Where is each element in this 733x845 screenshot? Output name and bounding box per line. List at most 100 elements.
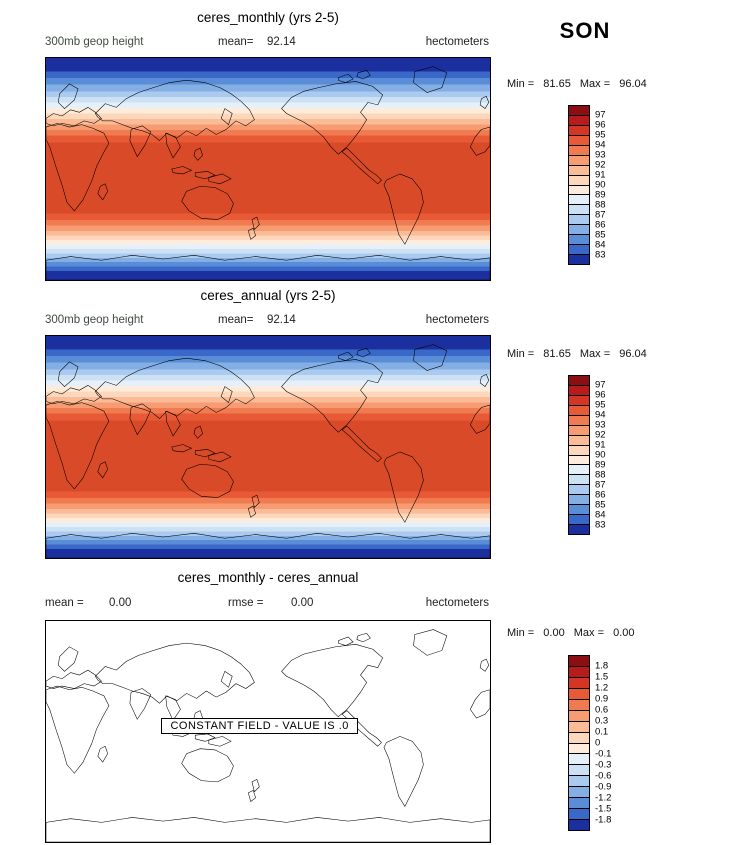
colorbar-tick-label: 87 [595, 479, 606, 491]
coastline-path [252, 217, 259, 229]
colorbar-tick-label: 1.5 [595, 671, 609, 683]
colorbar-tick-label: 96 [595, 119, 606, 131]
coastline-path [46, 107, 102, 126]
coastline-path [470, 405, 490, 433]
colorbar-tick-label: 95 [595, 129, 606, 141]
coastline-path [480, 96, 489, 108]
colorbar-tick-label: 96 [595, 389, 606, 401]
coastline-path [221, 671, 232, 687]
colorbar-tick-label: 86 [595, 219, 606, 231]
colorbar-tick-label: 88 [595, 199, 606, 211]
coastline-path [98, 746, 108, 762]
panel3-rmse-label: rmse = [228, 597, 264, 609]
coastline-path [172, 167, 192, 174]
colorbar-tick-label: 97 [595, 379, 606, 391]
panel1-minmax: Min = 81.65 Max = 96.04 [507, 78, 653, 90]
coastline-path [209, 174, 231, 184]
coastline-path [282, 359, 383, 432]
coastline-path [58, 362, 78, 387]
coastline-path [384, 452, 423, 522]
coastline-path [194, 426, 203, 438]
panel2-min-label: Min = [507, 348, 535, 360]
panel1-max-label: Max = [579, 78, 611, 90]
coastline-path [414, 67, 447, 93]
coastline-path [194, 148, 203, 160]
panel2-min-value: 81.65 [543, 348, 571, 360]
coastline-path [46, 123, 109, 211]
coastline-path [130, 689, 151, 720]
coastline-path [248, 228, 255, 239]
coastline-path [470, 127, 490, 155]
panel1-units: hectometers [425, 36, 489, 48]
panel1-mean-label: mean= [218, 36, 254, 48]
panel2-subheader: 300mb geop height mean= 92.14 hectometer… [45, 314, 491, 328]
ceres-monthly-contour-map [46, 58, 490, 280]
coastline-path [248, 506, 255, 517]
colorbar-tick-label: 0 [595, 737, 601, 749]
contour-fill [46, 336, 490, 558]
panel3-mean-value: 0.00 [109, 597, 132, 609]
colorbar-height-1 [568, 105, 590, 265]
colorbar-tick-label: 92 [595, 159, 606, 171]
colorbar-tick-label: -1.8 [595, 814, 612, 826]
panel2-field-label: 300mb geop height [45, 314, 144, 326]
coastline-path [130, 126, 151, 157]
colorbar-tick-label: 85 [595, 229, 606, 241]
panel2-units: hectometers [425, 314, 489, 326]
coastline-path [282, 644, 383, 716]
colorbar-tick-label: 93 [595, 149, 606, 161]
pan2-max-value: 96.04 [619, 348, 647, 360]
coastline-path [46, 255, 490, 280]
coastline-path [248, 790, 255, 801]
colorbar-diff [568, 655, 590, 831]
panel2-minmax: Min = 81.65 Max = 96.04 [507, 348, 653, 360]
colorbar-tick-label: 84 [595, 509, 606, 521]
colorbar-tick-label: 90 [595, 449, 606, 461]
colorbar-tick-label: 91 [595, 439, 606, 451]
coastline-path [46, 533, 490, 558]
colorbar-cell [568, 254, 590, 265]
colorbar-tick-label: 91 [595, 169, 606, 181]
panel3-max-value: 0.00 [613, 627, 635, 639]
colorbar-cell [568, 819, 590, 831]
coastline-path [342, 148, 381, 184]
colorbar-tick-label: 83 [595, 249, 606, 261]
panel3-units: hectometers [425, 597, 489, 609]
coastline-path [46, 817, 490, 842]
constant-field-note: CONSTANT FIELD - VALUE IS .0 [161, 718, 358, 735]
panel2-max-label: Max = [579, 348, 611, 360]
coastline-path [166, 696, 181, 721]
coastline-path [46, 401, 109, 489]
colorbar-tick-label: -0.6 [595, 770, 612, 782]
colorbar-tick-label: 0.1 [595, 726, 609, 738]
colorbar-diff-labels: 1.8 1.5 1.2 0.9 0.6 0.3 0.1 0 -0.1 -0.3 -0.6 -0.9 -1… [595, 655, 637, 831]
coastline-path [58, 84, 78, 109]
colorbar-tick-label: -1.2 [595, 792, 612, 804]
coastlines [46, 345, 490, 558]
map-ceres-annual [45, 335, 491, 559]
coastline-path [182, 186, 234, 219]
coastline-path [338, 74, 353, 83]
panel1-mean-value: 92.14 [267, 36, 296, 48]
coastlines [46, 67, 490, 280]
panel1-min-label: Min = [507, 78, 535, 90]
colorbar-height-2 [568, 375, 590, 535]
colorbar-tick-label: 1.8 [595, 660, 609, 672]
coastline-path [282, 81, 383, 154]
contour-fill [46, 58, 490, 280]
colorbar-tick-label: 94 [595, 409, 606, 421]
colorbar-tick-label: 84 [595, 239, 606, 251]
coastline-path [46, 670, 102, 688]
coastline-path [98, 462, 108, 478]
panel3-subheader: mean = 0.00 rmse = 0.00 hectometers [45, 597, 491, 611]
coastline-path [384, 174, 423, 244]
colorbar-tick-label: -1.5 [595, 803, 612, 815]
colorbar-tick-label: 90 [595, 179, 606, 191]
coastline-path [342, 426, 381, 462]
panel2-mean-label: mean= [218, 314, 254, 326]
panel1-title: ceres_monthly (yrs 2-5) [197, 10, 339, 25]
coastline-path [182, 749, 234, 782]
coastline-path [357, 70, 371, 79]
coastline-path [166, 411, 181, 436]
map-difference: CONSTANT FIELD - VALUE IS .0 [45, 620, 491, 843]
